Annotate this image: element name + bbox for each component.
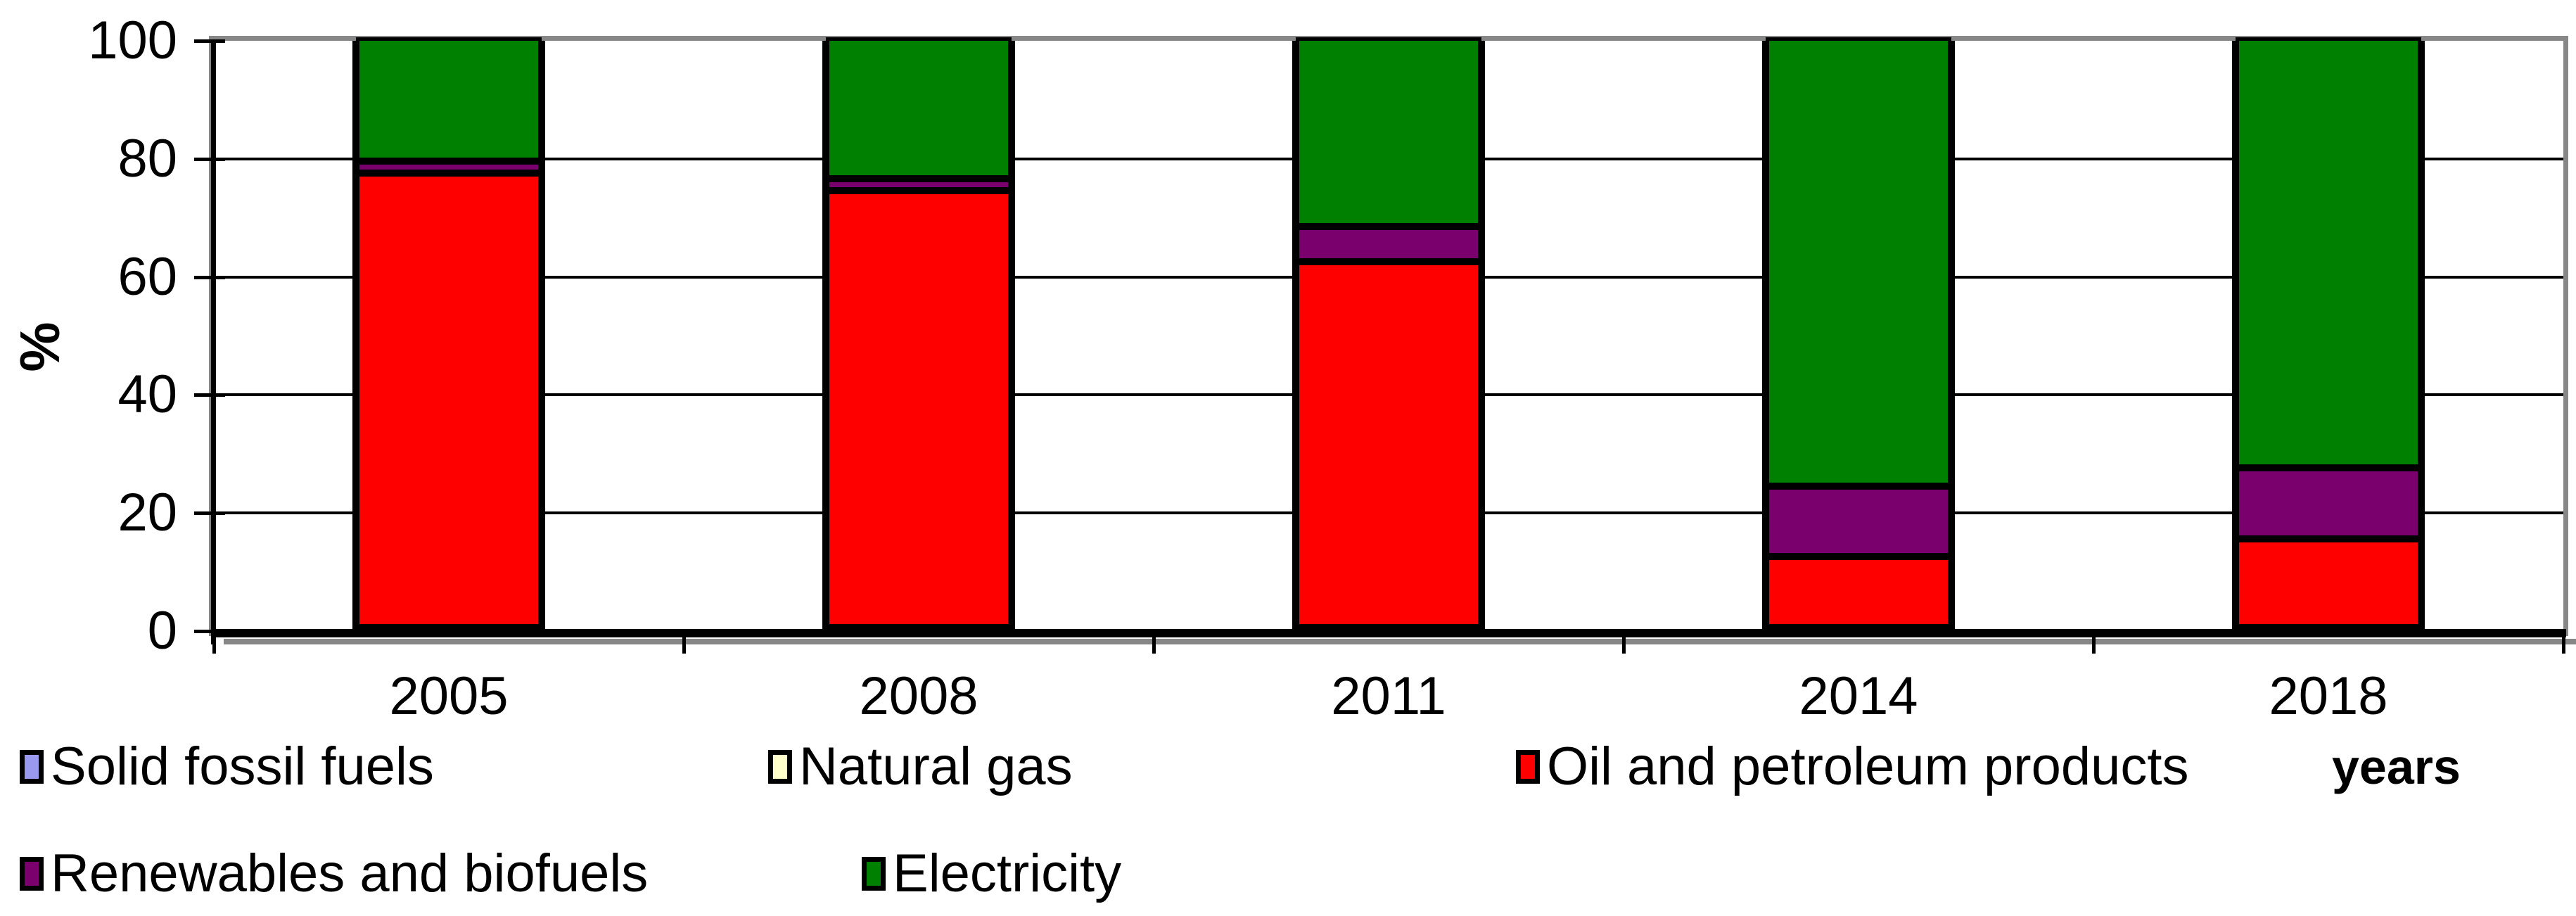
x-axis-title: years: [2332, 739, 2461, 794]
y-tick-label-40: 40: [117, 364, 177, 425]
y-tick-label-0: 0: [147, 601, 177, 661]
legend-item-oil-and-petroleum-products: Oil and petroleum products: [1516, 737, 2188, 796]
bar-2008: [822, 37, 1015, 631]
y-tick-60: [194, 275, 225, 279]
legend-label-renewables-and-biofuels: Renewables and biofuels: [51, 844, 649, 903]
x-tick-boundary-3: [1622, 631, 1626, 654]
bar-segment-renewables-and-biofuels-2008: [826, 179, 1012, 191]
y-tick-100: [194, 39, 225, 43]
bar-segment-renewables-and-biofuels-2018: [2236, 468, 2421, 540]
x-tick-boundary-4: [2092, 631, 2096, 654]
bar-segment-electricity-2011: [1296, 37, 1481, 227]
x-tick-label-2014: 2014: [1799, 666, 1918, 726]
x-tick-boundary-1: [682, 631, 686, 654]
x-tick-label-2011: 2011: [1331, 666, 1446, 726]
axis-shadow: [224, 639, 2576, 644]
bar-2011: [1292, 37, 1485, 631]
bar-segment-oil-and-petroleum-products-2014: [1766, 556, 1951, 628]
bar-segment-oil-and-petroleum-products-2011: [1296, 261, 1481, 628]
legend-item-renewables-and-biofuels: Renewables and biofuels: [20, 844, 648, 903]
x-tick-boundary-2: [1152, 631, 1156, 654]
legend-label-oil-and-petroleum-products: Oil and petroleum products: [1547, 737, 2189, 796]
bar-segment-renewables-and-biofuels-2005: [356, 161, 542, 173]
bar-segment-oil-and-petroleum-products-2018: [2236, 539, 2421, 628]
legend-item-electricity: Electricity: [862, 844, 1121, 903]
legend-swatch-electricity: [862, 857, 886, 891]
x-tick-label-2018: 2018: [2269, 666, 2388, 726]
x-tick-label-2005: 2005: [389, 666, 509, 726]
bar-segment-electricity-2014: [1766, 37, 1951, 486]
bar-2005: [352, 37, 545, 631]
y-tick-label-100: 100: [88, 11, 177, 70]
legend-label-electricity: Electricity: [893, 844, 1122, 903]
y-tick-label-20: 20: [117, 483, 177, 543]
bar-segment-renewables-and-biofuels-2014: [1766, 485, 1951, 557]
bar-segment-oil-and-petroleum-products-2005: [356, 172, 542, 628]
legend-swatch-natural-gas: [768, 750, 792, 784]
legend-label-solid-fossil-fuels: Solid fossil fuels: [51, 737, 434, 796]
legend-swatch-oil-and-petroleum-products: [1516, 750, 1540, 784]
y-tick-80: [194, 157, 225, 161]
legend-item-solid-fossil-fuels: Solid fossil fuels: [20, 737, 434, 796]
y-tick-20: [194, 511, 225, 516]
bar-2018: [2232, 37, 2425, 631]
y-axis-line: [211, 39, 216, 644]
x-tick-label-2008: 2008: [859, 666, 978, 726]
bar-segment-electricity-2008: [826, 37, 1012, 179]
legend-swatch-solid-fossil-fuels: [20, 750, 44, 784]
bar-segment-electricity-2018: [2236, 37, 2421, 469]
legend-swatch-renewables-and-biofuels: [20, 857, 44, 891]
y-tick-40: [194, 393, 225, 397]
plot-frame: [209, 36, 2568, 636]
y-tick-0: [194, 630, 225, 633]
bar-segment-electricity-2005: [356, 37, 542, 162]
bar-segment-oil-and-petroleum-products-2008: [826, 191, 1012, 628]
bar-segment-renewables-and-biofuels-2011: [1296, 226, 1481, 262]
x-tick-boundary-5: [2562, 631, 2565, 654]
legend-item-natural-gas: Natural gas: [768, 737, 1073, 796]
y-tick-label-80: 80: [117, 128, 177, 189]
x-tick-boundary-0: [212, 631, 216, 654]
plot-area: [214, 37, 2563, 631]
legend-label-natural-gas: Natural gas: [799, 737, 1073, 796]
y-tick-label-60: 60: [117, 246, 177, 307]
bar-2014: [1762, 37, 1955, 631]
x-axis-line: [211, 629, 2566, 637]
